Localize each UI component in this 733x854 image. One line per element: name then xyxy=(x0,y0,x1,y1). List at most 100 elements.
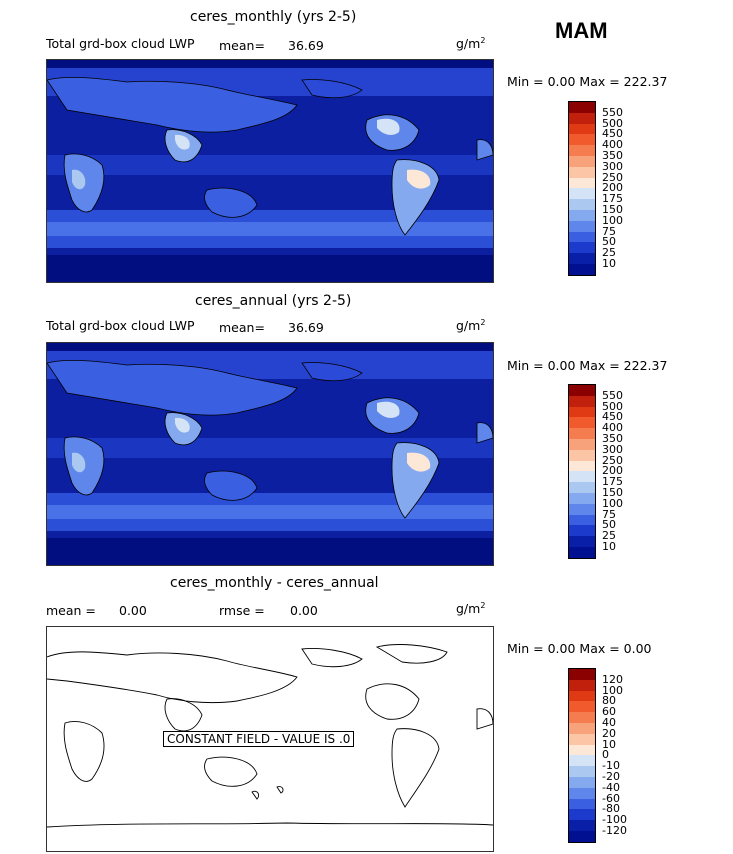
colorbar-tick-label: 10 xyxy=(602,737,616,751)
panel3-range: Min = 0.00 Max = 0.00 xyxy=(507,641,652,656)
colorbar-tick-label: 80 xyxy=(602,694,616,708)
panel1-range: Min = 0.00 Max = 222.37 xyxy=(507,74,668,89)
colorbar-swatch xyxy=(569,492,595,504)
colorbar-tick-label: -10 xyxy=(602,759,620,773)
colorbar-tick-label: 150 xyxy=(602,486,623,499)
colorbar-tick-label: 400 xyxy=(602,138,623,152)
colorbar-swatch xyxy=(569,701,595,713)
colorbar-swatch xyxy=(569,220,595,232)
colorbar-tick-label: 25 xyxy=(602,246,616,260)
colorbar-tick-label: 40 xyxy=(602,716,616,729)
colorbar-swatch xyxy=(569,546,595,558)
panel3-rmse-value: 0.00 xyxy=(290,603,318,618)
colorbar-tick-label: 350 xyxy=(602,432,623,445)
colorbar-tick-label: 120 xyxy=(602,672,623,686)
colorbar-swatch xyxy=(569,188,595,200)
season-label: MAM xyxy=(555,18,608,43)
colorbar-tick-label: 150 xyxy=(602,203,623,216)
panel3-map: CONSTANT FIELD - VALUE IS .0 xyxy=(46,626,494,852)
colorbar-swatch xyxy=(569,798,595,810)
colorbar-swatch xyxy=(569,744,595,756)
colorbar-swatch xyxy=(569,766,595,777)
colorbar-tick-label: -40 xyxy=(602,780,620,794)
colorbar-swatch xyxy=(569,209,595,221)
colorbar-tick-label: -100 xyxy=(602,813,627,827)
colorbar-tick-label: 200 xyxy=(602,464,623,478)
panel2-map xyxy=(46,342,494,566)
panel2-mean-value: 36.69 xyxy=(288,320,324,335)
panel2-unit: g/m2 xyxy=(456,318,486,334)
colorbar-swatch xyxy=(569,679,595,691)
panel1-mean-label: mean= xyxy=(219,38,265,53)
colorbar-swatch xyxy=(569,263,595,275)
colorbar-tick-label: 20 xyxy=(602,726,616,740)
colorbar-tick-label: 250 xyxy=(602,453,623,467)
colorbar-tick-label: 25 xyxy=(602,529,616,543)
colorbar-tick-label: 50 xyxy=(602,518,616,532)
colorbar-swatch xyxy=(569,733,595,745)
colorbar-tick-label: 100 xyxy=(602,683,623,697)
panel3-title: ceres_monthly - ceres_annual xyxy=(170,575,379,591)
panel1-colorbar xyxy=(568,101,596,276)
colorbar-tick-label: 300 xyxy=(602,442,623,456)
colorbar-swatch xyxy=(569,112,595,124)
colorbar-tick-label: 75 xyxy=(602,224,616,238)
panel1-map xyxy=(46,59,494,283)
panel2-range: Min = 0.00 Max = 222.37 xyxy=(507,358,668,373)
panel3-unit: g/m2 xyxy=(456,601,486,617)
colorbar-tick-label: 75 xyxy=(602,507,616,521)
colorbar-tick-label: 550 xyxy=(602,105,623,119)
panel3-rmse-label: rmse = xyxy=(219,603,265,618)
colorbar-tick-label: 50 xyxy=(602,235,616,249)
colorbar-swatch xyxy=(569,712,595,723)
colorbar-swatch xyxy=(569,231,595,243)
colorbar-swatch xyxy=(569,460,595,472)
panel3-mean-label: mean = xyxy=(46,603,96,618)
colorbar-swatch xyxy=(569,830,595,842)
colorbar-swatch xyxy=(569,809,595,821)
colorbar-tick-label: 500 xyxy=(602,116,623,130)
colorbar-tick-label: 175 xyxy=(602,475,623,489)
colorbar-swatch xyxy=(569,471,595,483)
colorbar-swatch xyxy=(569,177,595,189)
colorbar-tick-label: 400 xyxy=(602,421,623,435)
colorbar-tick-label: 550 xyxy=(602,388,623,402)
panel2-field-label: Total grd-box cloud LWP xyxy=(46,318,195,333)
colorbar-swatch xyxy=(569,253,595,264)
colorbar-tick-label: 10 xyxy=(602,540,616,553)
panel2-mean-label: mean= xyxy=(219,320,265,335)
colorbar-swatch xyxy=(569,199,595,210)
panel1-mean-value: 36.69 xyxy=(288,38,324,53)
colorbar-swatch xyxy=(569,503,595,515)
panel1-field-label: Total grd-box cloud LWP xyxy=(46,36,195,51)
panel1-title: ceres_monthly (yrs 2-5) xyxy=(190,9,357,25)
colorbar-tick-label: 250 xyxy=(602,170,623,184)
colorbar-swatch xyxy=(569,145,595,156)
colorbar-tick-label: 10 xyxy=(602,257,616,270)
colorbar-tick-label: 100 xyxy=(602,213,623,227)
colorbar-tick-label: 450 xyxy=(602,410,623,424)
colorbar-swatch xyxy=(569,755,595,767)
panel2-map-graphic xyxy=(47,343,493,565)
colorbar-swatch xyxy=(569,690,595,702)
colorbar-swatch xyxy=(569,722,595,734)
colorbar-swatch xyxy=(569,102,595,113)
colorbar-swatch xyxy=(569,385,595,396)
constant-field-label: CONSTANT FIELD - VALUE IS .0 xyxy=(163,731,355,747)
colorbar-tick-label: 175 xyxy=(602,192,623,206)
panel3-map-graphic xyxy=(47,644,493,828)
colorbar-swatch xyxy=(569,395,595,407)
colorbar-tick-label: 350 xyxy=(602,149,623,162)
colorbar-swatch xyxy=(569,417,595,429)
colorbar-tick-label: -60 xyxy=(602,791,620,805)
panel2-title: ceres_annual (yrs 2-5) xyxy=(195,293,352,309)
colorbar-tick-label: -80 xyxy=(602,802,620,816)
colorbar-tick-label: 300 xyxy=(602,159,623,173)
panel3-mean-value: 0.00 xyxy=(119,603,147,618)
colorbar-swatch xyxy=(569,514,595,526)
colorbar-swatch xyxy=(569,155,595,167)
colorbar-tick-label: -120 xyxy=(602,824,627,837)
colorbar-swatch xyxy=(569,428,595,439)
colorbar-tick-label: 200 xyxy=(602,181,623,195)
colorbar-swatch xyxy=(569,669,595,680)
